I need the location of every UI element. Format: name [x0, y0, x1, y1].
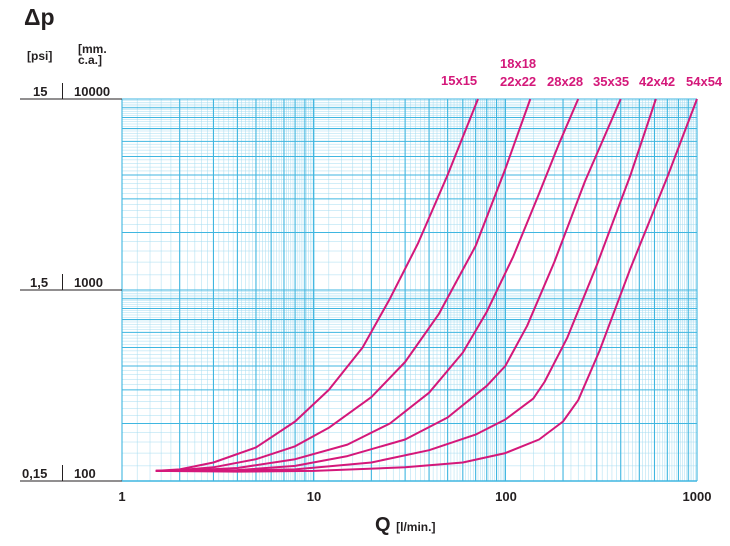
y-tick-separator [62, 83, 63, 99]
x-tick-10: 10 [306, 489, 322, 504]
y-unit-psi: [psi] [27, 49, 53, 63]
series-label-42x42: 42x42 [639, 74, 676, 89]
series-label-54x54: 54x54 [686, 74, 723, 89]
y-axis-label: Δp [24, 4, 55, 30]
series-label-35x35: 35x35 [593, 74, 630, 89]
x-axis-unit: [l/min.] [396, 520, 436, 534]
y-tick-psi-0-15: 0,15 [22, 466, 48, 481]
series-line-35x35 [155, 98, 657, 472]
y-tick-mmca-1000: 1000 [74, 275, 103, 290]
y-tick-psi-1-5: 1,5 [30, 275, 49, 290]
series-label-15x15: 15x15 [441, 73, 478, 88]
x-axis-label: Q [l/min.] [375, 514, 435, 537]
y-tick-separator [62, 465, 63, 481]
series-line-28x28 [155, 98, 622, 472]
x-tick-100: 100 [495, 489, 517, 504]
x-tick-1000: 1000 [682, 489, 712, 504]
series-line-18x18 [155, 98, 532, 472]
y-tick-separator [62, 274, 63, 290]
x-tick-1: 1 [118, 489, 126, 504]
y-tick-psi-15: 15 [33, 84, 48, 99]
y-unit-mmca: [mm. c.a.] [78, 42, 107, 67]
y-tick-mmca-100: 100 [74, 466, 96, 481]
series-label-22x22: 22x22 [500, 74, 537, 89]
series-label-28x28: 28x28 [547, 74, 584, 89]
series-line-22x22 [155, 98, 580, 472]
y-tick-mmca-10000: 10000 [74, 84, 111, 99]
series-line-15x15 [155, 98, 479, 472]
x-axis-symbol: Q [375, 514, 391, 536]
series-line-54x54 [155, 98, 698, 473]
series-label-18x18: 18x18 [500, 56, 537, 71]
